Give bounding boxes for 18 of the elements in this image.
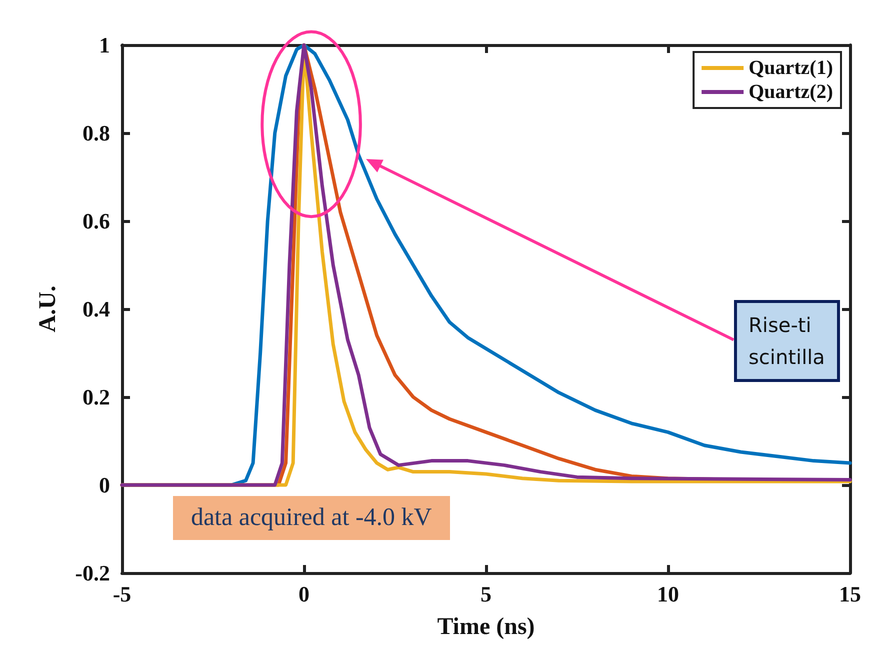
x-axis-title: Time (ns) [437,614,535,640]
x-tick-label: 0 [298,582,310,606]
y-tick-label: 0 [99,472,110,498]
x-tick-label: -5 [112,582,132,606]
legend-label: Quartz(2) [748,81,834,103]
annotation: Rise-ti scintilla [734,300,840,382]
y-tick-label: 0.2 [82,384,110,410]
x-tick-label: 10 [657,582,679,606]
y-tick-label: 0.6 [82,208,110,234]
y-tick-label: 1 [99,32,110,58]
annotation: data acquired at -4.0 kV [172,496,450,540]
y-axis-title: A.U. [35,286,61,332]
x-tick-label: 5 [480,582,492,606]
y-tick-label: -0.2 [75,560,110,586]
legend-label: Quartz(1) [748,57,834,79]
y-tick-label: 0.8 [82,120,110,146]
y-tick-label: 0.4 [82,296,110,322]
x-tick-label: 15 [839,582,861,606]
